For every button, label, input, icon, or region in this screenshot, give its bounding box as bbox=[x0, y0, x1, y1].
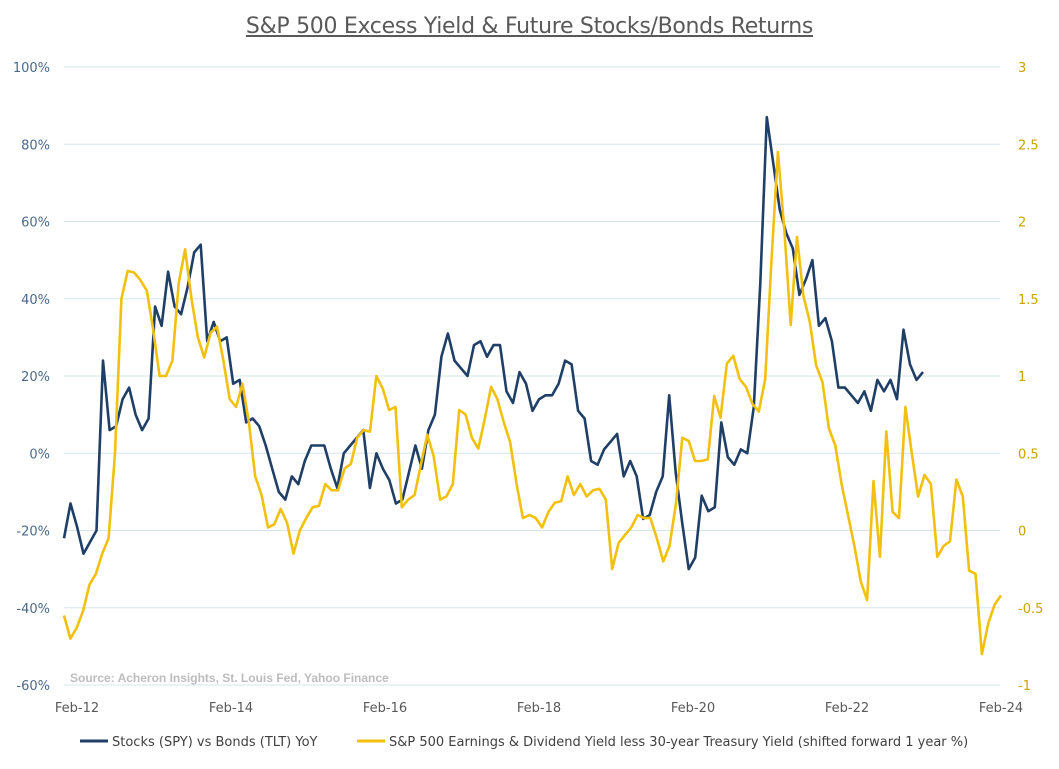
left-axis-ticks: 100% 80% 60% 40% 20% 0% -20% -40% -60% bbox=[13, 61, 50, 694]
right-tick-label: 2 bbox=[1018, 216, 1026, 231]
left-tick-label: 80% bbox=[21, 138, 50, 153]
x-tick-label: Feb-20 bbox=[671, 701, 715, 716]
x-tick-label: Feb-22 bbox=[825, 701, 869, 716]
x-axis-ticks: Feb-12 Feb-14 Feb-16 Feb-18 Feb-20 Feb-22 Feb-… bbox=[55, 701, 1023, 716]
series-layer bbox=[62, 115, 1003, 656]
right-tick-label: 3 bbox=[1018, 61, 1026, 76]
left-tick-label: -20% bbox=[16, 525, 50, 540]
left-tick-label: 40% bbox=[21, 293, 50, 308]
x-tick-label: Feb-18 bbox=[517, 701, 561, 716]
series-line-stocks-bonds bbox=[62, 115, 924, 571]
legend: Stocks (SPY) vs Bonds (TLT) YoY S&P 500 … bbox=[80, 735, 968, 750]
left-tick-label: -60% bbox=[16, 679, 50, 694]
x-tick-label: Feb-16 bbox=[363, 701, 407, 716]
x-tick-label: Feb-24 bbox=[979, 701, 1023, 716]
legend-label-stocks-bonds: Stocks (SPY) vs Bonds (TLT) YoY bbox=[112, 735, 318, 750]
left-tick-label: 20% bbox=[21, 370, 50, 385]
series-line-excess-yield bbox=[62, 150, 1003, 656]
legend-label-excess-yield: S&P 500 Earnings & Dividend Yield less 3… bbox=[389, 735, 968, 750]
left-tick-label: -40% bbox=[16, 602, 50, 617]
x-tick-label: Feb-14 bbox=[209, 701, 253, 716]
grid-lines bbox=[64, 66, 1000, 686]
right-tick-label: 2.5 bbox=[1018, 138, 1039, 153]
right-tick-label: 1.5 bbox=[1018, 293, 1039, 308]
right-tick-label: 0.5 bbox=[1018, 447, 1039, 462]
right-axis-ticks: 3 2.5 2 1.5 1 0.5 0 -0.5 -1 bbox=[1018, 61, 1043, 694]
right-tick-label: 1 bbox=[1018, 370, 1026, 385]
left-tick-label: 100% bbox=[13, 61, 50, 76]
right-tick-label: -1 bbox=[1018, 679, 1031, 694]
right-tick-label: -0.5 bbox=[1018, 602, 1043, 617]
chart-title: S&P 500 Excess Yield & Future Stocks/Bon… bbox=[245, 14, 814, 39]
left-tick-label: 60% bbox=[21, 216, 50, 231]
left-tick-label: 0% bbox=[29, 447, 50, 462]
source-note: Source: Acheron Insights, St. Louis Fed,… bbox=[70, 671, 389, 685]
x-tick-label: Feb-12 bbox=[55, 701, 99, 716]
right-tick-label: 0 bbox=[1018, 525, 1026, 540]
